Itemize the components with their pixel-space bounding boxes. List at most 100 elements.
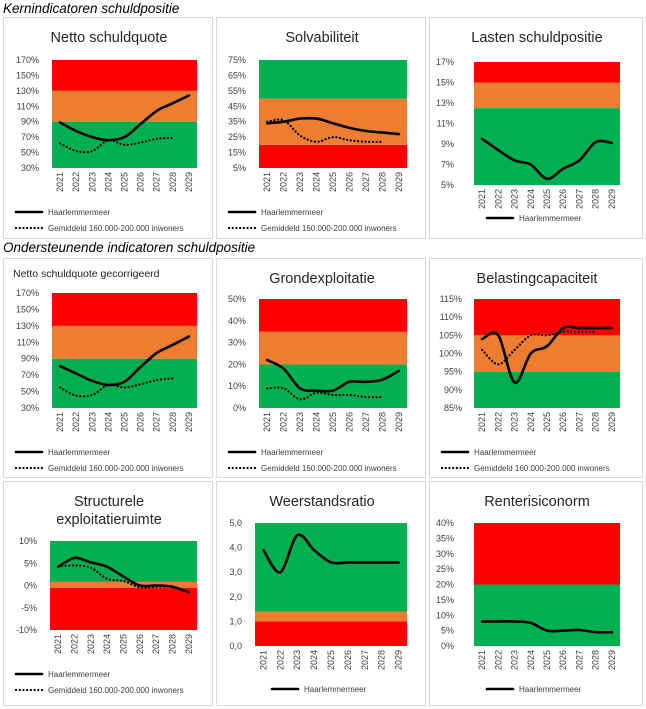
x-tick-label: 2028: [591, 189, 601, 209]
y-tick-label: 15%: [228, 148, 246, 158]
x-tick-label: 2022: [70, 634, 80, 654]
y-tick-label: 0%: [24, 581, 37, 591]
y-tick-label: 2,0: [229, 592, 242, 602]
legend-label: Haarlemmermeer: [519, 214, 582, 223]
x-tick-label: 2028: [591, 650, 601, 670]
x-tick-label: 2029: [394, 650, 404, 670]
x-tick-label: 2027: [152, 412, 162, 432]
legend-label: Gemiddeld 160.000-200.000 inwoners: [261, 464, 397, 473]
y-tick-label: 5,0: [229, 518, 242, 528]
x-tick-label: 2027: [574, 650, 584, 670]
series-line-haarlemmermeer: [480, 325, 614, 384]
y-tick-label: 0%: [233, 403, 246, 413]
legend-label: Haarlemmermeer: [48, 448, 111, 457]
x-tick-label: 2028: [377, 650, 387, 670]
legend-label: Haarlemmermeer: [261, 208, 324, 217]
chart-belastingcapaciteit: Belastingcapaciteit 85% 90% 95% 100% 105% 110%…: [439, 271, 620, 473]
x-tick-label: 2024: [103, 412, 113, 432]
series-line-gemiddeld: [59, 377, 174, 398]
band-green: [52, 358, 197, 408]
x-tick-label: 2024: [103, 172, 113, 192]
series-line-gemiddeld: [57, 564, 174, 589]
x-tick-label: 2021: [262, 172, 272, 192]
x-tick-label: 2028: [591, 412, 601, 432]
y-tick-label: 130%: [16, 86, 39, 96]
y-tick-label: 70%: [21, 370, 39, 380]
y-tick-label: 150%: [16, 304, 39, 314]
y-tick-label: 10%: [436, 610, 454, 620]
y-tick-label: 20%: [436, 580, 454, 590]
band-green: [474, 371, 620, 408]
x-tick-label: 2025: [120, 172, 130, 192]
band-red: [52, 293, 197, 326]
y-tick-label: 55%: [228, 86, 246, 96]
x-tick-label: 2022: [493, 650, 503, 670]
y-tick-label: 90%: [21, 117, 39, 127]
y-tick-label: 9%: [441, 139, 454, 149]
y-tick-label: 70%: [21, 132, 39, 142]
chart-title: Structurele: [74, 494, 144, 510]
chart-renterisiconorm: Renterisiconorm 0% 5% 10% 15% 20% 25% 30% 35% 40%…: [436, 494, 620, 694]
y-tick-label: 7%: [441, 160, 454, 170]
y-tick-label: 3,0: [229, 567, 242, 577]
y-tick-label: 75%: [228, 55, 246, 65]
x-tick-label: 2026: [344, 172, 354, 192]
x-tick-label: 2025: [542, 650, 552, 670]
y-tick-label: 50%: [21, 148, 39, 158]
chart-panel-solvabiliteit: Solvabiliteit 5% 15% 25% 35% 45% 55% 65% 75% 2021…: [216, 17, 426, 239]
y-tick-label: 0,0: [229, 641, 242, 651]
y-tick-label: 65%: [228, 70, 246, 80]
chart-title: Renterisiconorm: [484, 494, 590, 510]
y-tick-label: 13%: [436, 98, 454, 108]
y-tick-label: 35%: [436, 533, 454, 543]
x-tick-label: 2024: [526, 189, 536, 209]
section-heading-kernindicatoren: Kernindicatoren schuldpositie: [3, 1, 180, 16]
series-line-haarlemmermeer: [265, 358, 401, 393]
y-tick-label: 170%: [16, 55, 39, 65]
x-tick-label: 2028: [168, 172, 178, 192]
y-tick-label: 95%: [444, 367, 462, 377]
legend-label: Gemiddeld 160.000-200.000 inwoners: [48, 464, 184, 473]
x-tick-label: 2029: [607, 412, 617, 432]
x-tick-label: 2026: [558, 650, 568, 670]
y-tick-label: 50%: [21, 387, 39, 397]
y-tick-label: 30%: [436, 549, 454, 559]
series-line-haarlemmermeer: [480, 137, 614, 181]
x-tick-label: 2021: [262, 412, 272, 432]
y-tick-label: 15%: [436, 595, 454, 605]
chart-panel-netto-schuldquote-gecorrigeerd: Netto schuldquote gecorrigeerd 30% 50% 70% 9…: [3, 258, 213, 478]
y-tick-label: 110%: [17, 101, 39, 111]
y-tick-label: 5%: [233, 163, 246, 173]
y-tick-label: 4,0: [229, 543, 242, 553]
chart-structurele-exploitatieruimte: Structurele exploitatieruimte -10% -5% 0% 5% 1…: [14, 494, 197, 695]
chart-panel-netto-schuldquote: Netto schuldquote 30% 50% 70% 90% 110% 130% 150…: [3, 17, 213, 239]
y-tick-label: 30%: [228, 338, 246, 348]
x-tick-label: 2026: [343, 650, 353, 670]
x-tick-label: 2025: [119, 634, 129, 654]
y-tick-label: 20%: [228, 359, 246, 369]
y-tick-label: 15%: [436, 78, 454, 88]
series-line-gemiddeld: [266, 118, 384, 143]
y-tick-label: 17%: [436, 57, 454, 67]
y-tick-label: 0%: [441, 641, 454, 651]
y-tick-label: -10%: [16, 625, 37, 635]
band-green: [474, 584, 620, 646]
x-tick-label: 2023: [510, 412, 520, 432]
y-tick-label: 100%: [439, 349, 462, 359]
y-tick-label: 5%: [441, 180, 454, 190]
section-heading-ondersteunende: Ondersteunende indicatoren schuldpositie: [3, 240, 256, 255]
series-line-gemiddeld: [481, 330, 597, 366]
y-tick-label: 1,0: [229, 616, 242, 626]
chart-panel-renterisiconorm: Renterisiconorm 0% 5% 10% 15% 20% 25% 30% 35% 40%…: [429, 481, 643, 706]
series-line-gemiddeld: [59, 136, 174, 154]
chart-panel-belastingcapaciteit: Belastingcapaciteit 85% 90% 95% 100% 105% 110%…: [429, 258, 643, 478]
band-red: [474, 62, 620, 83]
x-tick-label: 2027: [152, 172, 162, 192]
series-line-haarlemmermeer: [262, 533, 400, 574]
x-tick-label: 2021: [53, 634, 63, 654]
x-tick-label: 2025: [120, 412, 130, 432]
x-tick-label: 2023: [292, 650, 302, 670]
chart-solvabiliteit: Solvabiliteit 5% 15% 25% 35% 45% 55% 65% 75% 2021…: [227, 30, 407, 233]
x-tick-label: 2026: [136, 172, 146, 192]
y-tick-label: 85%: [444, 403, 462, 413]
